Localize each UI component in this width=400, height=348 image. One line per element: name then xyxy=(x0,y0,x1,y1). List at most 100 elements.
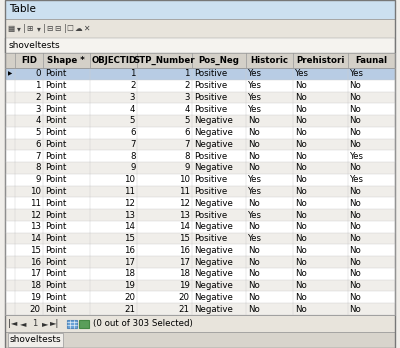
Text: Negative: Negative xyxy=(194,128,232,137)
Text: 19: 19 xyxy=(30,293,41,302)
Text: 20: 20 xyxy=(179,293,190,302)
Text: Pos_Neg: Pos_Neg xyxy=(198,56,239,65)
Text: No: No xyxy=(350,81,361,90)
Text: |◄: |◄ xyxy=(8,319,18,328)
Text: 11: 11 xyxy=(179,187,190,196)
Text: 16: 16 xyxy=(30,258,41,267)
Text: 2: 2 xyxy=(130,81,135,90)
Text: No: No xyxy=(248,128,260,137)
Text: Yes: Yes xyxy=(350,152,364,161)
Text: ▾: ▾ xyxy=(37,24,41,33)
Text: No: No xyxy=(295,281,307,290)
Text: Point: Point xyxy=(45,293,66,302)
Text: Point: Point xyxy=(45,69,66,78)
Text: No: No xyxy=(295,199,307,208)
Text: No: No xyxy=(295,187,307,196)
Text: No: No xyxy=(248,164,260,173)
Text: ⊟: ⊟ xyxy=(46,24,52,33)
Text: 16: 16 xyxy=(124,246,135,255)
Text: No: No xyxy=(248,117,260,125)
Text: Yes: Yes xyxy=(295,69,309,78)
Text: No: No xyxy=(295,93,307,102)
Text: 3: 3 xyxy=(184,93,190,102)
Text: No: No xyxy=(295,269,307,278)
Text: Point: Point xyxy=(45,281,66,290)
Text: No: No xyxy=(295,128,307,137)
Text: No: No xyxy=(350,269,361,278)
Text: 18: 18 xyxy=(179,269,190,278)
Bar xyxy=(5,221,395,233)
Text: Point: Point xyxy=(45,304,66,314)
Text: Yes: Yes xyxy=(248,93,262,102)
Text: Negative: Negative xyxy=(194,222,232,231)
Text: Point: Point xyxy=(45,105,66,114)
Text: 1: 1 xyxy=(32,319,38,328)
Text: Historic: Historic xyxy=(251,56,289,65)
Text: Negative: Negative xyxy=(194,199,232,208)
Text: Positive: Positive xyxy=(194,69,227,78)
Text: ⊞: ⊞ xyxy=(26,24,32,33)
Text: 10: 10 xyxy=(30,187,41,196)
Text: 6: 6 xyxy=(130,128,135,137)
Text: No: No xyxy=(295,175,307,184)
Text: ▶: ▶ xyxy=(8,71,12,76)
Text: shoveltests: shoveltests xyxy=(9,41,61,50)
Text: 7: 7 xyxy=(35,152,41,161)
Text: Negative: Negative xyxy=(194,293,232,302)
Text: No: No xyxy=(295,81,307,90)
Text: Negative: Negative xyxy=(194,281,232,290)
Text: |: | xyxy=(64,24,66,33)
Text: Yes: Yes xyxy=(248,187,262,196)
Text: No: No xyxy=(295,293,307,302)
Text: Faunal: Faunal xyxy=(355,56,387,65)
Text: Point: Point xyxy=(45,140,66,149)
Text: |: | xyxy=(43,24,45,33)
Text: 13: 13 xyxy=(30,222,41,231)
Text: Positive: Positive xyxy=(194,105,227,114)
Text: Negative: Negative xyxy=(194,246,232,255)
Text: 8: 8 xyxy=(130,152,135,161)
Text: No: No xyxy=(350,304,361,314)
Text: 12: 12 xyxy=(124,199,135,208)
Text: 8: 8 xyxy=(184,152,190,161)
Text: 14: 14 xyxy=(124,222,135,231)
Text: Point: Point xyxy=(45,234,66,243)
Text: No: No xyxy=(248,293,260,302)
Text: 12: 12 xyxy=(30,211,41,220)
Text: Point: Point xyxy=(45,222,66,231)
Text: 1: 1 xyxy=(35,81,41,90)
Text: 16: 16 xyxy=(179,246,190,255)
Text: 17: 17 xyxy=(30,269,41,278)
Text: 9: 9 xyxy=(35,175,41,184)
Text: Negative: Negative xyxy=(194,304,232,314)
Bar xyxy=(5,19,395,38)
Bar xyxy=(5,268,395,280)
Text: No: No xyxy=(248,246,260,255)
Text: 4: 4 xyxy=(35,117,41,125)
Text: Yes: Yes xyxy=(350,69,364,78)
Text: Point: Point xyxy=(45,269,66,278)
Text: 14: 14 xyxy=(30,234,41,243)
Text: No: No xyxy=(295,234,307,243)
Bar xyxy=(5,303,395,315)
Text: Yes: Yes xyxy=(248,211,262,220)
Text: FID: FID xyxy=(21,56,37,65)
Text: 2: 2 xyxy=(184,81,190,90)
Text: No: No xyxy=(248,258,260,267)
Bar xyxy=(5,315,395,332)
Text: 11: 11 xyxy=(124,187,135,196)
Text: ☐: ☐ xyxy=(66,24,74,33)
Text: Point: Point xyxy=(45,199,66,208)
Text: 21: 21 xyxy=(179,304,190,314)
Text: No: No xyxy=(295,211,307,220)
Bar xyxy=(5,233,395,244)
Text: No: No xyxy=(350,246,361,255)
Text: No: No xyxy=(295,117,307,125)
Text: No: No xyxy=(295,258,307,267)
Text: ✕: ✕ xyxy=(83,24,89,33)
Bar xyxy=(5,92,395,103)
Text: Prehistori: Prehistori xyxy=(296,56,345,65)
Text: 1: 1 xyxy=(130,69,135,78)
Text: Yes: Yes xyxy=(248,175,262,184)
Text: 3: 3 xyxy=(35,105,41,114)
